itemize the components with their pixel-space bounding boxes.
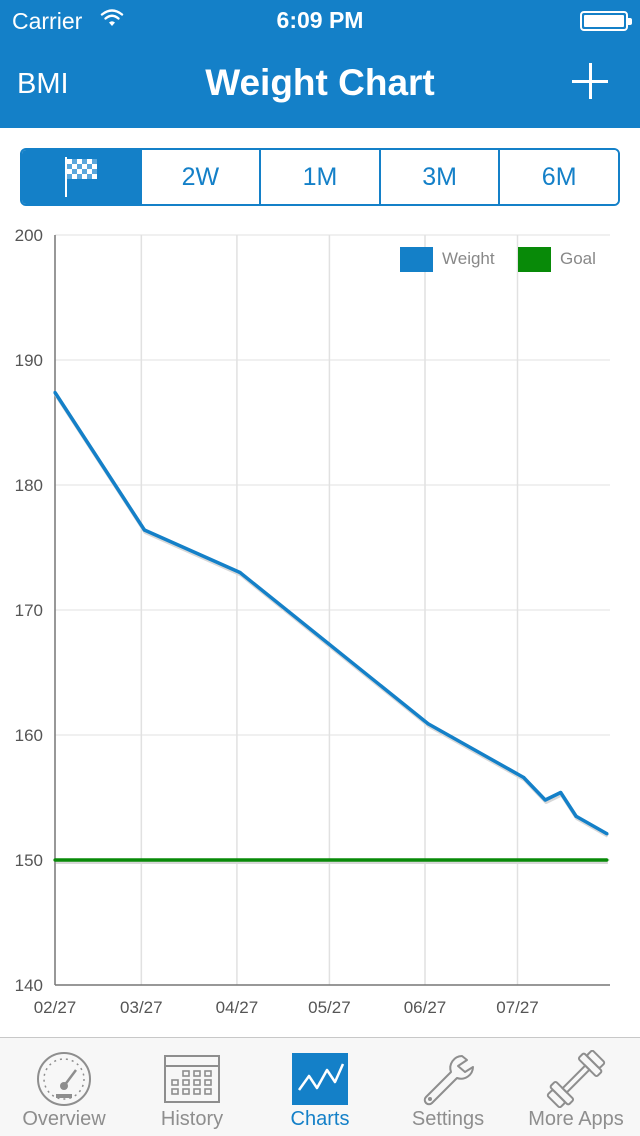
status-bar: Carrier 6:09 PM — [0, 0, 640, 40]
data-point-weight — [574, 814, 578, 818]
battery-icon — [580, 11, 632, 31]
y-tick-label: 180 — [15, 476, 43, 495]
x-tick-label: 07/27 — [496, 998, 539, 1017]
page-title: Weight Chart — [205, 62, 435, 103]
y-tick-label: 200 — [15, 226, 43, 245]
tab-overview[interactable]: Overview — [0, 1038, 128, 1136]
calendar-icon — [164, 1055, 220, 1103]
x-tick-label: 04/27 — [216, 998, 259, 1017]
chart-line-icon — [292, 1053, 348, 1105]
data-point-weight — [605, 832, 609, 836]
data-point-weight — [53, 390, 57, 395]
legend-swatch-goal — [518, 247, 551, 272]
bmi-button[interactable]: BMI — [17, 68, 69, 100]
segment-6m[interactable]: 6M — [498, 150, 618, 204]
tab-history[interactable]: History — [128, 1038, 256, 1136]
checkered-flag-icon — [64, 157, 97, 197]
tab-more-apps[interactable]: More Apps — [512, 1038, 640, 1136]
tab-bar: Overview History Charts Settings — [0, 1037, 640, 1136]
header: Carrier 6:09 PM BMI Weight Chart — [0, 0, 640, 128]
tab-settings[interactable]: Settings — [384, 1038, 512, 1136]
data-point-weight — [543, 798, 547, 802]
data-point-weight — [426, 722, 430, 726]
x-tick-label: 05/27 — [308, 998, 351, 1017]
legend-label-weight: Weight — [442, 249, 495, 268]
segment-goal-flag[interactable] — [22, 150, 140, 204]
wrench-icon — [423, 1055, 474, 1106]
x-tick-label: 06/27 — [404, 998, 447, 1017]
data-point-goal — [53, 858, 57, 862]
segment-2w[interactable]: 2W — [139, 150, 260, 204]
x-tick-label: 03/27 — [120, 998, 163, 1017]
y-tick-label: 150 — [15, 851, 43, 870]
data-point-weight — [238, 570, 242, 575]
plus-icon[interactable] — [572, 63, 608, 99]
segment-3m[interactable]: 3M — [378, 150, 499, 204]
carrier-label: Carrier — [12, 8, 83, 34]
tab-history-label: History — [160, 1108, 224, 1130]
legend-label-goal: Goal — [560, 249, 596, 268]
weight-chart: 140 150 160 170 180 190 200 02/27 03/27 04/27 05/2… — [15, 226, 610, 1017]
status-time: 6:09 PM — [276, 7, 364, 33]
data-point-weight — [559, 790, 563, 795]
series-shadow — [54, 393, 609, 838]
data-point-weight — [142, 528, 147, 532]
legend-swatch-weight — [400, 247, 433, 272]
y-tick-label: 190 — [15, 351, 43, 370]
x-tick-label: 02/27 — [34, 998, 77, 1017]
data-point-goal — [605, 858, 609, 862]
wifi-icon — [100, 9, 124, 26]
dumbbell-icon — [546, 1050, 606, 1108]
y-tick-label: 170 — [15, 601, 43, 620]
tab-more-apps-label: More Apps — [528, 1108, 624, 1130]
range-segmented-control: 2W 1M 3M 6M — [20, 148, 620, 206]
tab-charts[interactable]: Charts — [256, 1038, 384, 1136]
series-line-weight — [53, 391, 608, 836]
tab-settings-label: Settings — [411, 1108, 485, 1130]
tab-overview-label: Overview — [22, 1108, 106, 1130]
y-tick-label: 140 — [15, 976, 43, 995]
segment-1m[interactable]: 1M — [259, 150, 379, 204]
y-tick-label: 160 — [15, 726, 43, 745]
tab-charts-label: Charts — [290, 1108, 350, 1130]
speedometer-icon — [37, 1052, 91, 1106]
data-point-weight — [522, 775, 526, 780]
